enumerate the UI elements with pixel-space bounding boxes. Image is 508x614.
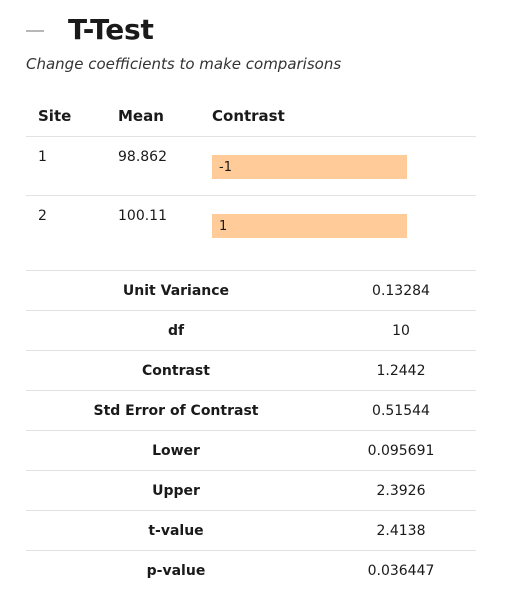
stat-label: t-value: [26, 510, 326, 551]
stat-value: 0.13284: [326, 270, 476, 311]
page-subtitle: Change coefficients to make comparisons: [26, 55, 342, 73]
stat-row-df: df 10: [26, 310, 476, 351]
stat-row-contrast: Contrast 1.2442: [26, 350, 476, 391]
contrast-cell: [212, 196, 476, 255]
stat-row-std-error: Std Error of Contrast 0.51544: [26, 390, 476, 431]
comparison-header-row: Site Mean Contrast: [26, 96, 476, 137]
stat-label: Std Error of Contrast: [26, 390, 326, 431]
stat-value: 2.3926: [326, 470, 476, 511]
stat-label: Lower: [26, 430, 326, 471]
stat-label: Unit Variance: [26, 270, 326, 311]
contrast-input-site-2[interactable]: [212, 214, 407, 238]
stat-row-upper: Upper 2.3926: [26, 470, 476, 511]
site-cell: 1: [26, 136, 118, 196]
stat-value: 10: [326, 310, 476, 351]
stat-label: Contrast: [26, 350, 326, 391]
table-row: 2 100.11: [26, 196, 476, 255]
mean-cell: 100.11: [118, 208, 167, 224]
column-header-contrast: Contrast: [212, 96, 476, 137]
stat-row-lower: Lower 0.095691: [26, 430, 476, 471]
contrast-input-site-1[interactable]: [212, 155, 407, 179]
collapse-icon[interactable]: [26, 30, 44, 32]
panel-header: T-Test: [26, 12, 154, 48]
results-table: Unit Variance 0.13284 df 10 Contrast 1.2…: [26, 270, 476, 590]
site-cell: 2: [38, 208, 47, 224]
table-row: 1 98.862: [26, 136, 476, 196]
stat-value: 2.4138: [326, 510, 476, 551]
page-title: T-Test: [68, 13, 154, 46]
stat-value: 0.51544: [326, 390, 476, 431]
column-header-site: Site: [26, 96, 118, 137]
stat-row-p-value: p-value 0.036447: [26, 550, 476, 590]
column-header-mean: Mean: [118, 96, 212, 137]
stat-value: 0.095691: [326, 430, 476, 471]
mean-cell: 98.862: [118, 136, 212, 196]
stat-value: 0.036447: [326, 550, 476, 590]
stat-value: 1.2442: [326, 350, 476, 391]
stat-row-t-value: t-value 2.4138: [26, 510, 476, 551]
stat-label: p-value: [26, 550, 326, 590]
comparison-table: Site Mean Contrast 1 98.862 2 100.11: [26, 96, 476, 254]
stat-label: Upper: [26, 470, 326, 511]
contrast-cell: [212, 136, 476, 196]
stat-row-unit-variance: Unit Variance 0.13284: [26, 270, 476, 311]
stat-label: df: [26, 310, 326, 351]
